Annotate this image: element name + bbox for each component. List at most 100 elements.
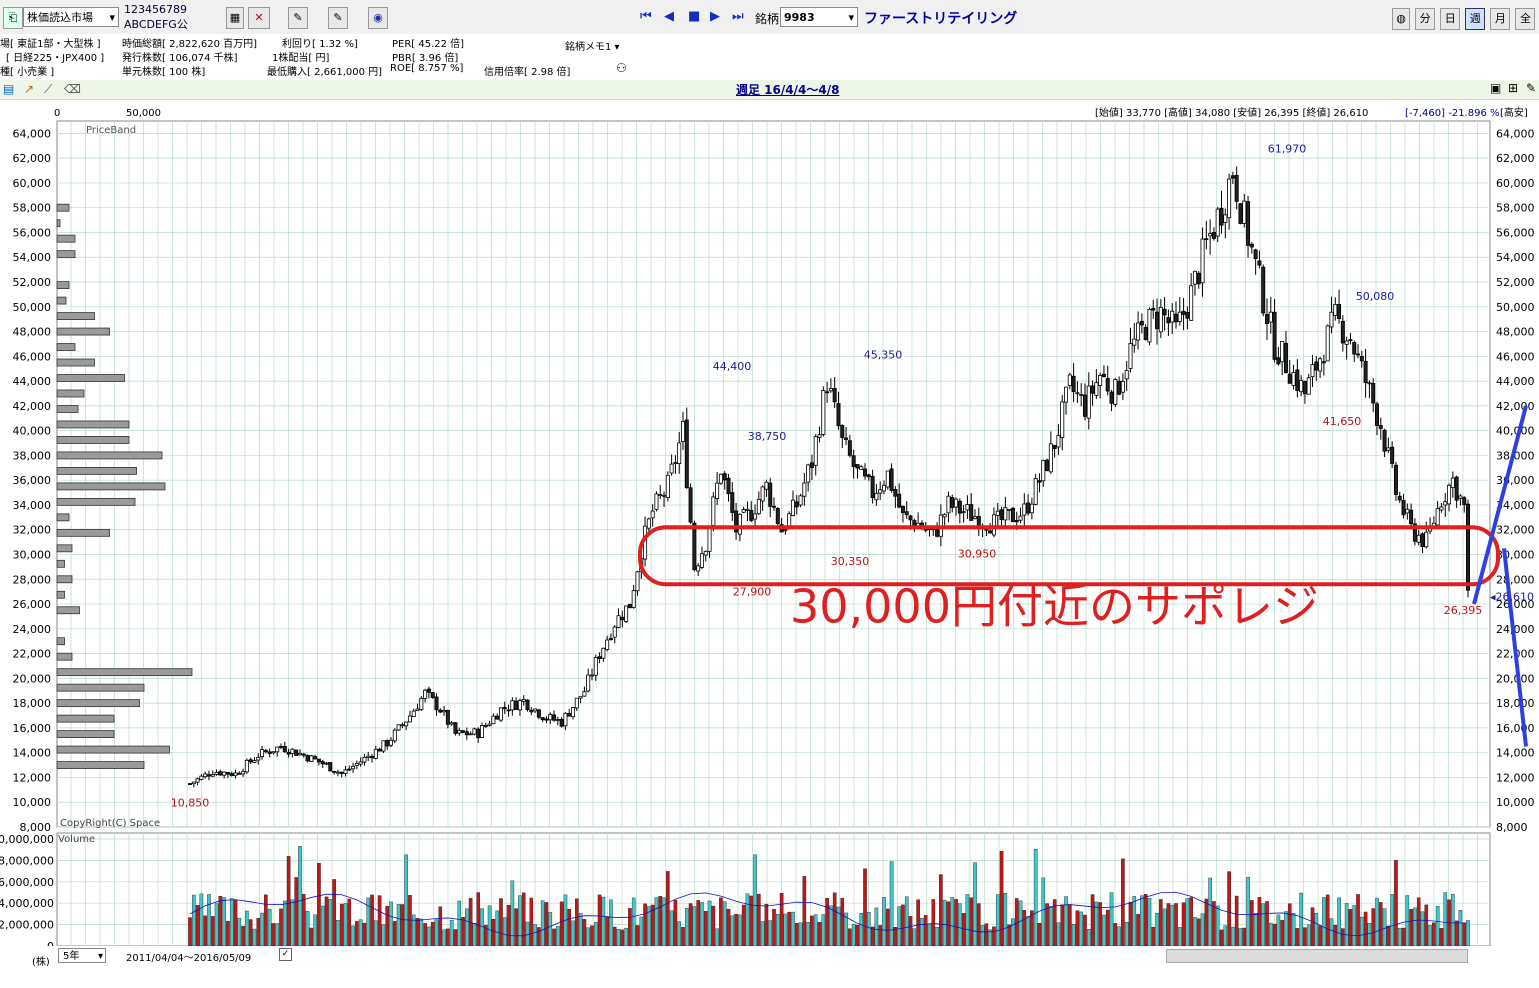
- candle-body: [1291, 372, 1296, 386]
- price-band-bar: [56, 482, 166, 491]
- candle-body: [1253, 249, 1258, 259]
- candle-body: [593, 657, 598, 676]
- volume-bar: [1132, 896, 1137, 947]
- volume-bar: [256, 918, 261, 947]
- y-tick-label: 64,000: [13, 127, 52, 140]
- memo-select[interactable]: 銘柄メモ1 ▾: [565, 42, 620, 53]
- price-band-bar: [56, 467, 137, 475]
- nav-prev-icon[interactable]: ◀: [664, 9, 674, 24]
- earth-icon[interactable]: ◍: [1392, 8, 1410, 30]
- nav-stop-icon[interactable]: ■: [688, 9, 701, 24]
- volume-bar: [939, 874, 943, 947]
- date-range: 2011/04/04～2016/05/09: [126, 953, 252, 964]
- draw-tool-icon[interactable]: ▤: [3, 82, 15, 96]
- period-minute[interactable]: 分: [1415, 8, 1436, 30]
- candle-body: [677, 442, 682, 465]
- binoculars-icon[interactable]: ⚇: [616, 61, 627, 75]
- candle-body: [1029, 503, 1034, 514]
- period-all[interactable]: 全: [1515, 8, 1536, 30]
- nav-last-icon[interactable]: ⏭: [732, 9, 744, 24]
- candle-body: [218, 771, 223, 776]
- volume-bar: [730, 915, 735, 947]
- span-select[interactable]: 5年 ▾: [58, 948, 106, 963]
- period-day[interactable]: 日: [1440, 8, 1461, 30]
- volume-bar: [1356, 894, 1360, 947]
- candle-body: [1299, 379, 1304, 393]
- volume-bar: [396, 904, 401, 947]
- candle-body: [855, 464, 860, 469]
- candle-body: [646, 518, 651, 529]
- volume-bar: [521, 892, 526, 947]
- volume-bar: [684, 908, 689, 947]
- tab-digits[interactable]: 123456789: [124, 3, 187, 16]
- volume-bar: [582, 919, 587, 947]
- date-check-icon[interactable]: ✓: [279, 948, 292, 961]
- y-tick-label-right: 28,000: [1496, 573, 1535, 586]
- volume-bar: [1200, 913, 1205, 947]
- y-tick-label-right: 30,000: [1496, 549, 1535, 562]
- volume-bar: [973, 862, 977, 947]
- market-icon[interactable]: ⎗: [3, 7, 23, 29]
- peak-low-label: 30,950: [958, 548, 997, 561]
- print-icon[interactable]: ▣: [1490, 81, 1502, 95]
- candle-body: [1022, 503, 1027, 516]
- candle-body: [282, 745, 287, 753]
- volume-bar: [1177, 927, 1182, 947]
- volume-bar: [1322, 897, 1326, 947]
- y-tick-label: 42,000: [13, 400, 52, 413]
- volume-bar: [544, 902, 549, 947]
- pen-icon[interactable]: ✎: [288, 7, 308, 29]
- candle-body: [1352, 341, 1357, 355]
- volume-bar: [400, 904, 405, 947]
- volume-bar: [195, 905, 200, 947]
- price-chart[interactable]: 64,000 62,000 60,000 58,000 56,000 54,000 52,0…: [0, 100, 1539, 988]
- volume-bar: [920, 917, 924, 947]
- candle-body: [722, 473, 727, 481]
- volume-bar: [203, 915, 207, 947]
- y-tick-label: 22,000: [13, 648, 52, 661]
- volume-bar: [305, 911, 310, 947]
- volume-bar: [260, 912, 264, 947]
- code-input[interactable]: 9983 ▾: [780, 7, 858, 27]
- candle-body: [1439, 506, 1444, 511]
- price-band: [56, 203, 193, 769]
- period-title[interactable]: 週足 16/4/4～4/8: [736, 83, 840, 97]
- volume-bar: [559, 901, 564, 947]
- tab-letters[interactable]: ABCDEFG公: [124, 18, 188, 31]
- volume-bar: [1341, 928, 1345, 947]
- period-month[interactable]: 月: [1490, 8, 1511, 30]
- price-band-bar: [56, 730, 115, 739]
- peak-low-label: 41,650: [1323, 415, 1362, 428]
- volume-bar: [552, 928, 556, 947]
- edit-icon[interactable]: ✎: [1526, 81, 1537, 95]
- candle-body: [1447, 484, 1452, 505]
- candle-body: [392, 729, 397, 742]
- volume-bar: [1318, 925, 1322, 947]
- line-tool-icon[interactable]: ⟋: [44, 82, 53, 96]
- pen2-icon[interactable]: ✎: [328, 7, 348, 29]
- y-tick-label: 52,000: [13, 276, 52, 289]
- nav-next-icon[interactable]: ▶: [710, 9, 720, 24]
- candle-body: [1056, 435, 1061, 448]
- volume-bar: [628, 908, 632, 947]
- globe-icon[interactable]: ◉: [368, 7, 388, 29]
- volume-bar: [267, 908, 272, 947]
- market-select[interactable]: 株価読込市場 ▾: [23, 7, 119, 27]
- price-band-bar: [56, 389, 85, 398]
- trend-tool-icon[interactable]: ↗: [24, 82, 35, 96]
- chart-header: ▤ ↗ ⟋ ⌫ 週足 16/4/4～4/8 ▣ ⊞ ✎: [0, 80, 1539, 100]
- chart-tool-icon[interactable]: ✕: [248, 7, 270, 29]
- scrollbar[interactable]: [1166, 949, 1468, 963]
- grid-icon[interactable]: ▦: [226, 7, 244, 29]
- candle-body: [1113, 379, 1118, 405]
- volume-bar: [510, 880, 515, 947]
- volume-bar: [1090, 894, 1095, 947]
- period-week[interactable]: 週: [1465, 8, 1486, 30]
- erase-tool-icon[interactable]: ⌫: [64, 82, 81, 96]
- volume-bar: [885, 908, 890, 947]
- support-annotation: 30,000円付近のサポレジ ◂26,610: [638, 405, 1534, 747]
- volume-bar: [1124, 922, 1129, 947]
- volume-bar: [715, 928, 719, 947]
- settings-icon[interactable]: ⊞: [1508, 81, 1519, 95]
- nav-first-icon[interactable]: ⏮: [640, 9, 652, 24]
